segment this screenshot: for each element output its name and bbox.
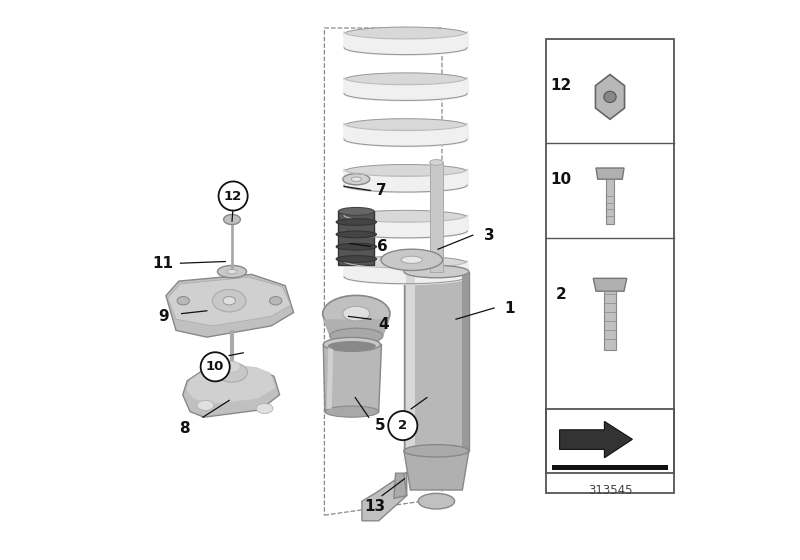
Ellipse shape	[256, 403, 273, 413]
Polygon shape	[326, 347, 334, 409]
Ellipse shape	[351, 177, 362, 181]
Polygon shape	[406, 272, 415, 451]
Polygon shape	[552, 465, 668, 470]
Ellipse shape	[197, 400, 214, 410]
Text: 12: 12	[550, 78, 572, 93]
Ellipse shape	[338, 208, 374, 216]
Ellipse shape	[404, 265, 469, 278]
Ellipse shape	[336, 244, 377, 250]
Ellipse shape	[224, 361, 240, 372]
Text: 6: 6	[377, 239, 387, 254]
Text: 1: 1	[504, 301, 514, 315]
Text: 8: 8	[179, 421, 190, 436]
Polygon shape	[323, 344, 382, 412]
Text: 13: 13	[364, 500, 386, 514]
Ellipse shape	[343, 306, 370, 321]
Polygon shape	[182, 365, 280, 417]
Ellipse shape	[224, 214, 240, 225]
Ellipse shape	[213, 290, 246, 312]
Polygon shape	[462, 272, 469, 451]
Ellipse shape	[418, 493, 454, 509]
Polygon shape	[338, 212, 374, 265]
Ellipse shape	[336, 219, 377, 226]
Ellipse shape	[270, 297, 282, 305]
Polygon shape	[362, 472, 406, 521]
Ellipse shape	[343, 174, 370, 185]
Text: 10: 10	[206, 360, 224, 374]
Ellipse shape	[325, 406, 378, 417]
Ellipse shape	[330, 328, 383, 344]
Ellipse shape	[336, 231, 377, 238]
Polygon shape	[166, 274, 294, 337]
Circle shape	[388, 411, 418, 440]
Text: 5: 5	[375, 418, 386, 433]
Polygon shape	[604, 291, 615, 350]
Text: 2: 2	[398, 419, 407, 432]
Polygon shape	[322, 319, 390, 336]
Ellipse shape	[604, 91, 616, 102]
Text: 3: 3	[484, 228, 495, 242]
Circle shape	[201, 352, 230, 381]
Ellipse shape	[328, 341, 376, 351]
Polygon shape	[596, 168, 624, 179]
Text: 313545: 313545	[588, 483, 632, 497]
Polygon shape	[430, 162, 443, 272]
Polygon shape	[593, 278, 626, 291]
Polygon shape	[168, 277, 290, 326]
Ellipse shape	[227, 269, 237, 274]
Text: 4: 4	[378, 318, 389, 332]
Ellipse shape	[404, 445, 469, 457]
Ellipse shape	[323, 337, 380, 352]
Ellipse shape	[381, 249, 442, 270]
Ellipse shape	[401, 256, 422, 264]
Polygon shape	[404, 272, 469, 451]
Ellipse shape	[223, 297, 235, 305]
Text: 9: 9	[158, 309, 169, 324]
Polygon shape	[606, 179, 614, 224]
Polygon shape	[559, 422, 632, 458]
Text: 11: 11	[152, 256, 173, 270]
Text: 10: 10	[550, 172, 572, 186]
Ellipse shape	[322, 296, 390, 332]
Ellipse shape	[177, 297, 190, 305]
Polygon shape	[404, 451, 469, 490]
Polygon shape	[394, 473, 406, 498]
Ellipse shape	[430, 160, 443, 165]
Text: 7: 7	[376, 183, 387, 198]
Text: 2: 2	[556, 287, 566, 301]
Circle shape	[218, 181, 248, 211]
Polygon shape	[186, 365, 276, 404]
Ellipse shape	[336, 256, 377, 263]
Ellipse shape	[217, 363, 247, 382]
Ellipse shape	[218, 265, 246, 278]
Polygon shape	[595, 74, 625, 119]
Text: 12: 12	[224, 189, 242, 203]
